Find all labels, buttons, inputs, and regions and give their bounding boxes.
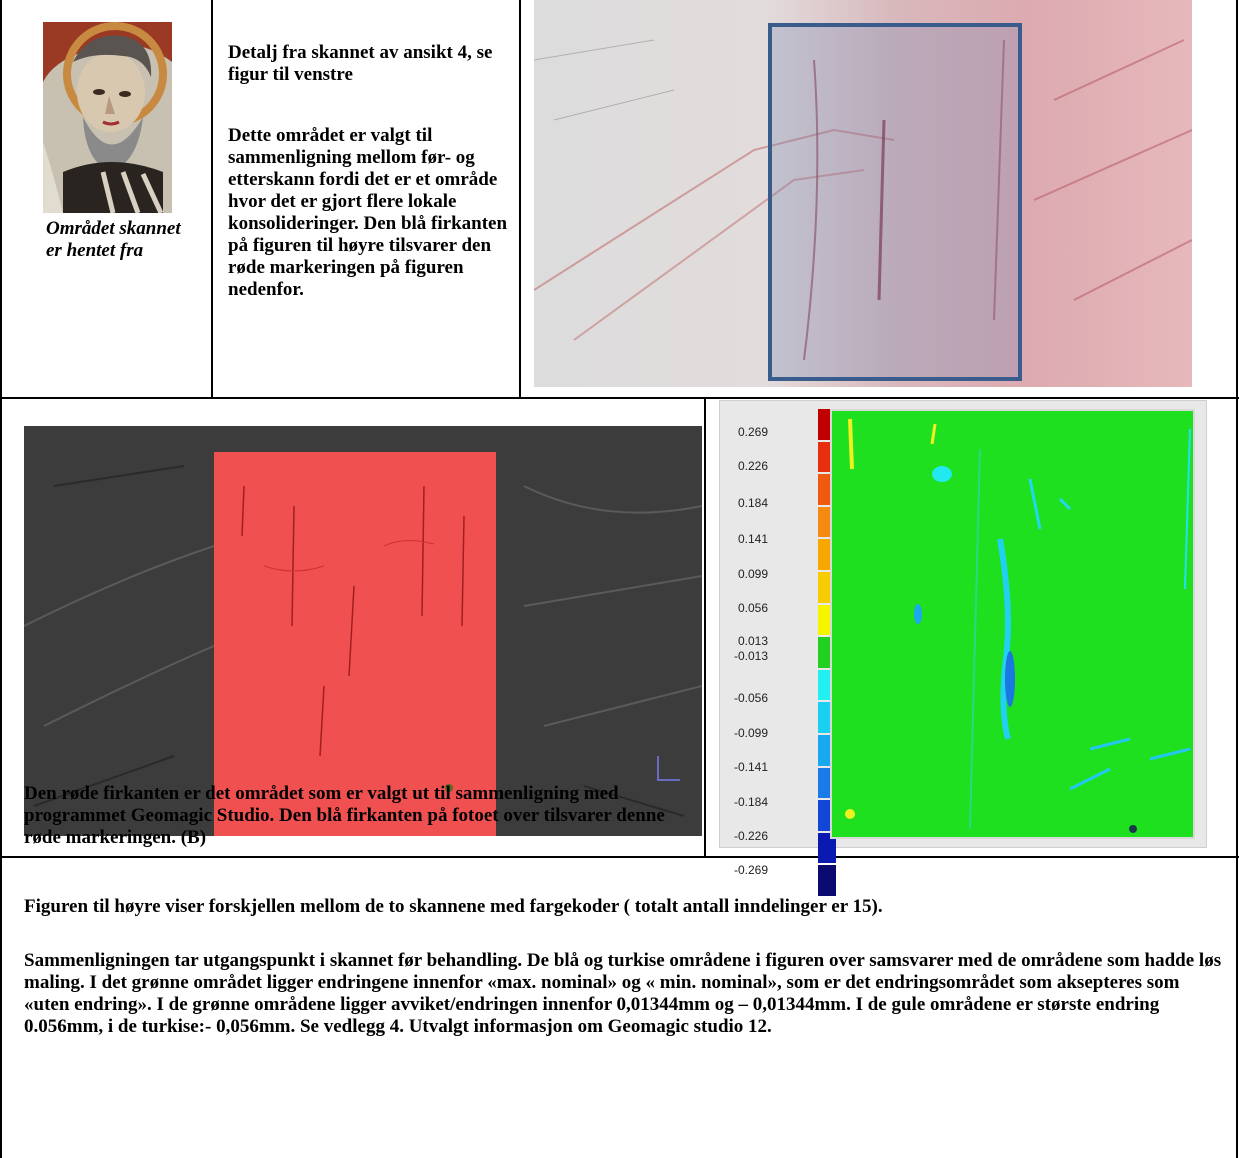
scan-grey-overview <box>24 426 702 836</box>
deviation-color-map <box>830 409 1195 847</box>
legend-swatch <box>818 832 836 864</box>
deviation-map-panel: 0.269 0.226 0.184 0.141 0.099 0.056 0.01… <box>719 400 1207 896</box>
comparison-explanation: Sammenligningen tar utgangspunkt i skann… <box>24 950 1222 1037</box>
row2-bottom-rule <box>0 856 1239 858</box>
legend-label: 0.099 <box>738 567 769 581</box>
row1-bottom-rule <box>0 397 1239 399</box>
legend-label: -0.013 <box>734 649 769 663</box>
legend-label: 0.184 <box>738 496 769 510</box>
scan-photo-detail <box>534 0 1192 387</box>
legend-label: -0.184 <box>734 795 769 809</box>
legend-label: 0.056 <box>738 601 769 615</box>
col-divider-1 <box>211 0 213 397</box>
color-code-summary: Figuren til høyre viser forskjellen mell… <box>24 896 883 917</box>
col-divider-2 <box>519 0 521 397</box>
legend-label: 0.141 <box>738 532 769 546</box>
legend-swatch <box>818 865 836 896</box>
red-rectangle-caption: Den røde firkanten er det området som er… <box>24 783 665 848</box>
legend-label: -0.141 <box>734 760 769 774</box>
col-divider-3 <box>704 397 706 857</box>
legend-label: -0.056 <box>734 691 769 705</box>
legend-label: -0.226 <box>734 829 769 843</box>
detail-description: Dette området er valgt til sammenligning… <box>228 125 508 300</box>
legend-label: 0.269 <box>738 425 769 439</box>
portrait-image <box>43 22 172 213</box>
table-border-right <box>1236 0 1238 1158</box>
color-legend: 0.269 0.226 0.184 0.141 0.099 0.056 0.01… <box>734 409 844 896</box>
legend-label: -0.099 <box>734 726 769 740</box>
legend-label: 0.013 <box>738 634 769 648</box>
portrait-caption: Området skannet er hentet fra <box>46 218 181 261</box>
detail-heading: Detalj fra skannet av ansikt 4, se figur… <box>228 42 493 85</box>
table-border-left <box>0 0 2 1158</box>
legend-label: -0.269 <box>734 863 769 877</box>
legend-label: 0.226 <box>738 459 769 473</box>
